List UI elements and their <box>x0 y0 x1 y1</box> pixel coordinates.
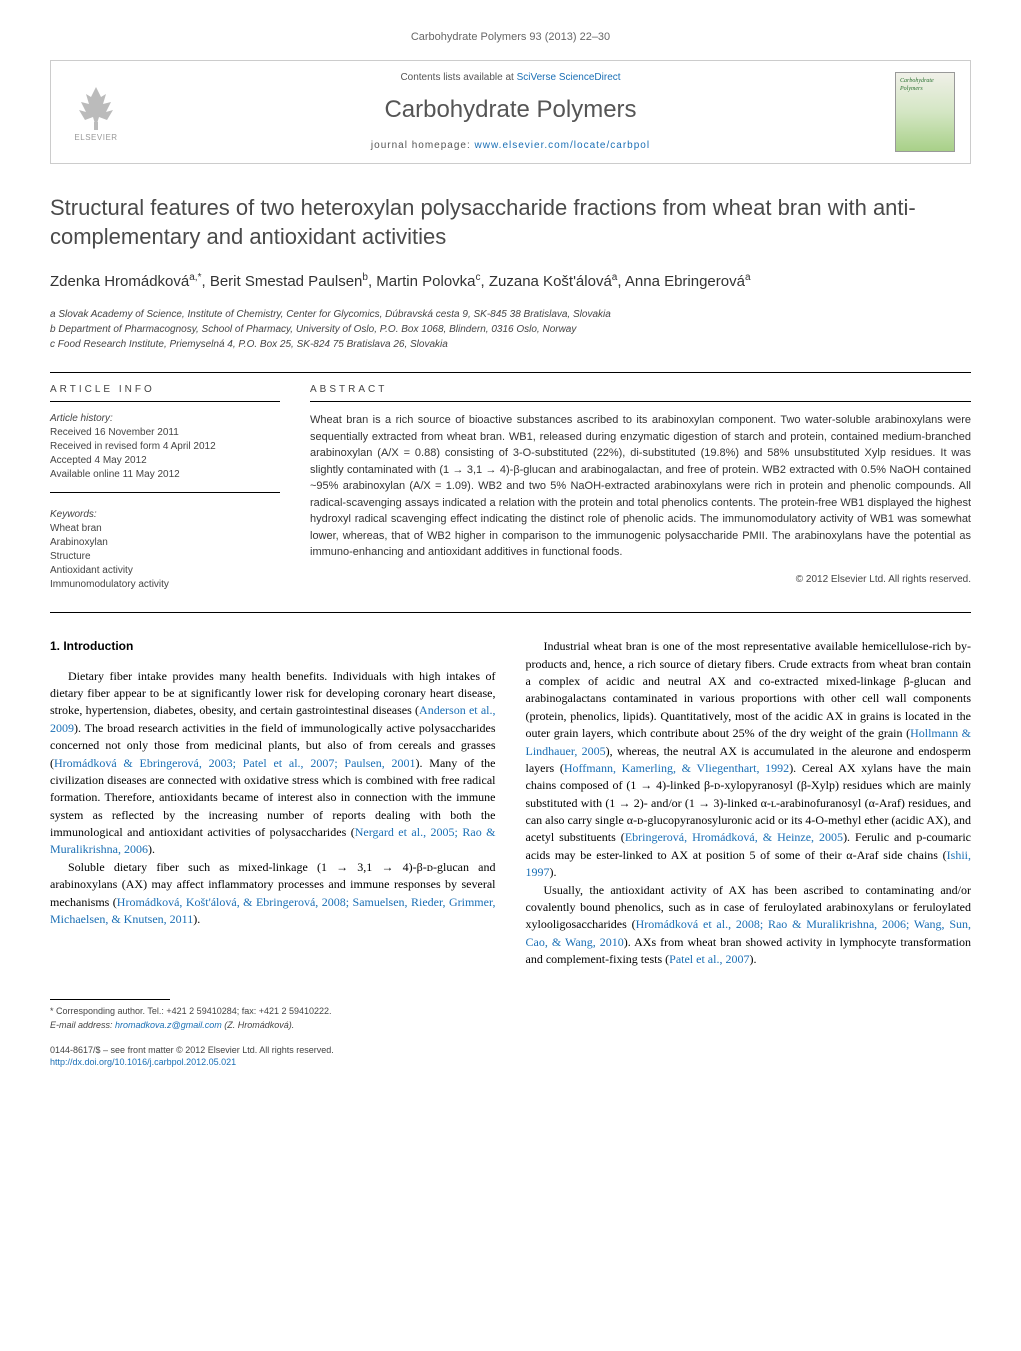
author-5: Anna Ebringerová <box>625 273 745 290</box>
authors-list: Zdenka Hromádkováa,*, Berit Smestad Paul… <box>50 271 971 292</box>
footer: * Corresponding author. Tel.: +421 2 594… <box>50 999 971 1069</box>
abstract-copyright: © 2012 Elsevier Ltd. All rights reserved… <box>310 573 971 587</box>
p1-text-4: ). <box>148 842 155 856</box>
abstract-heading: abstract <box>310 383 971 397</box>
keywords-label: Keywords: <box>50 508 280 522</box>
author-2-affil: b <box>362 272 368 283</box>
doi-link[interactable]: http://dx.doi.org/10.1016/j.carbpol.2012… <box>50 1057 236 1067</box>
affiliation-a: a Slovak Academy of Science, Institute o… <box>50 307 971 322</box>
journal-name: Carbohydrate Polymers <box>146 93 875 127</box>
keyword-4: Antioxidant activity <box>50 564 280 578</box>
left-column: 1. Introduction Dietary fiber intake pro… <box>50 638 496 968</box>
elsevier-tree-icon <box>71 82 121 132</box>
keyword-2: Arabinoxylan <box>50 536 280 550</box>
contents-line: Contents lists available at SciVerse Sci… <box>146 71 875 85</box>
footer-divider <box>50 999 170 1000</box>
abstract-text: Wheat bran is a rich source of bioactive… <box>310 412 971 561</box>
history-accepted: Accepted 4 May 2012 <box>50 454 280 468</box>
article-info-heading: article info <box>50 383 280 397</box>
email-line: E-mail address: hromadkova.z@gmail.com (… <box>50 1019 971 1032</box>
journal-citation: Carbohydrate Polymers 93 (2013) 22–30 <box>50 30 971 45</box>
info-abstract-row: article info Article history: Received 1… <box>50 383 971 592</box>
intro-paragraph-4: Usually, the antioxidant activity of AX … <box>526 882 972 969</box>
email-link[interactable]: hromadkova.z@gmail.com <box>115 1020 222 1030</box>
email-label: E-mail address: <box>50 1020 115 1030</box>
author-3: Martin Polovka <box>376 273 475 290</box>
publisher-name: ELSEVIER <box>74 132 117 143</box>
author-4-affil: a <box>612 272 618 283</box>
ref-ebringerova[interactable]: Ebringerová, Hromádková, & Heinze, 2005 <box>625 830 843 844</box>
keyword-3: Structure <box>50 550 280 564</box>
homepage-label: journal homepage: <box>371 140 475 151</box>
info-divider <box>50 401 280 402</box>
corresponding-author: * Corresponding author. Tel.: +421 2 594… <box>50 1005 971 1018</box>
ref-hoffmann[interactable]: Hoffmann, Kamerling, & Vliegenthart, 199… <box>564 761 789 775</box>
abstract-column: abstract Wheat bran is a rich source of … <box>310 383 971 592</box>
homepage-line: journal homepage: www.elsevier.com/locat… <box>146 139 875 153</box>
info-divider-2 <box>50 492 280 493</box>
divider-2 <box>50 612 971 613</box>
p2-text-2: ). <box>193 912 200 926</box>
intro-paragraph-2: Soluble dietary fiber such as mixed-link… <box>50 859 496 929</box>
right-column: Industrial wheat bran is one of the most… <box>526 638 972 968</box>
intro-paragraph-3: Industrial wheat bran is one of the most… <box>526 638 972 881</box>
main-content: 1. Introduction Dietary fiber intake pro… <box>50 638 971 968</box>
divider <box>50 372 971 373</box>
affiliations: a Slovak Academy of Science, Institute o… <box>50 307 971 352</box>
history-online: Available online 11 May 2012 <box>50 468 280 482</box>
affiliation-b: b Department of Pharmacognosy, School of… <box>50 322 971 337</box>
abstract-divider <box>310 401 971 402</box>
ref-patel[interactable]: Patel et al., 2007 <box>669 952 749 966</box>
author-2: Berit Smestad Paulsen <box>210 273 363 290</box>
email-person: (Z. Hromádková). <box>222 1020 295 1030</box>
header-center: Contents lists available at SciVerse Sci… <box>146 71 875 153</box>
author-4: Zuzana Košt'álová <box>489 273 612 290</box>
copyright-line: 0144-8617/$ – see front matter © 2012 El… <box>50 1044 971 1057</box>
article-title: Structural features of two heteroxylan p… <box>50 194 971 251</box>
doi-area: 0144-8617/$ – see front matter © 2012 El… <box>50 1044 971 1069</box>
author-1: Zdenka Hromádková <box>50 273 189 290</box>
p3-text-5: ). <box>550 865 557 879</box>
intro-paragraph-1: Dietary fiber intake provides many healt… <box>50 668 496 859</box>
article-info-column: article info Article history: Received 1… <box>50 383 280 592</box>
author-3-affil: c <box>476 272 481 283</box>
ref-hromadkova-2008[interactable]: Hromádková, Košt'álová, & Ebringerová, 2… <box>50 895 495 926</box>
history-revised: Received in revised form 4 April 2012 <box>50 440 280 454</box>
sciencedirect-link[interactable]: SciVerse ScienceDirect <box>517 72 621 83</box>
author-1-affil: a,* <box>189 272 201 283</box>
keyword-5: Immunomodulatory activity <box>50 578 280 592</box>
history-label: Article history: <box>50 412 280 426</box>
p4-text-3: ). <box>749 952 756 966</box>
homepage-link[interactable]: www.elsevier.com/locate/carbpol <box>475 140 651 151</box>
journal-cover-thumbnail <box>895 72 955 152</box>
affiliation-c: c Food Research Institute, Priemyselná 4… <box>50 337 971 352</box>
section-heading-intro: 1. Introduction <box>50 638 496 655</box>
keyword-1: Wheat bran <box>50 522 280 536</box>
contents-text: Contents lists available at <box>400 72 516 83</box>
author-5-affil: a <box>745 272 751 283</box>
p3-text-1: Industrial wheat bran is one of the most… <box>526 639 972 740</box>
journal-header-box: ELSEVIER Contents lists available at Sci… <box>50 60 971 164</box>
ref-hromadkova-2003[interactable]: Hromádková & Ebringerová, 2003; Patel et… <box>54 756 416 770</box>
elsevier-logo: ELSEVIER <box>66 77 126 147</box>
history-received: Received 16 November 2011 <box>50 426 280 440</box>
